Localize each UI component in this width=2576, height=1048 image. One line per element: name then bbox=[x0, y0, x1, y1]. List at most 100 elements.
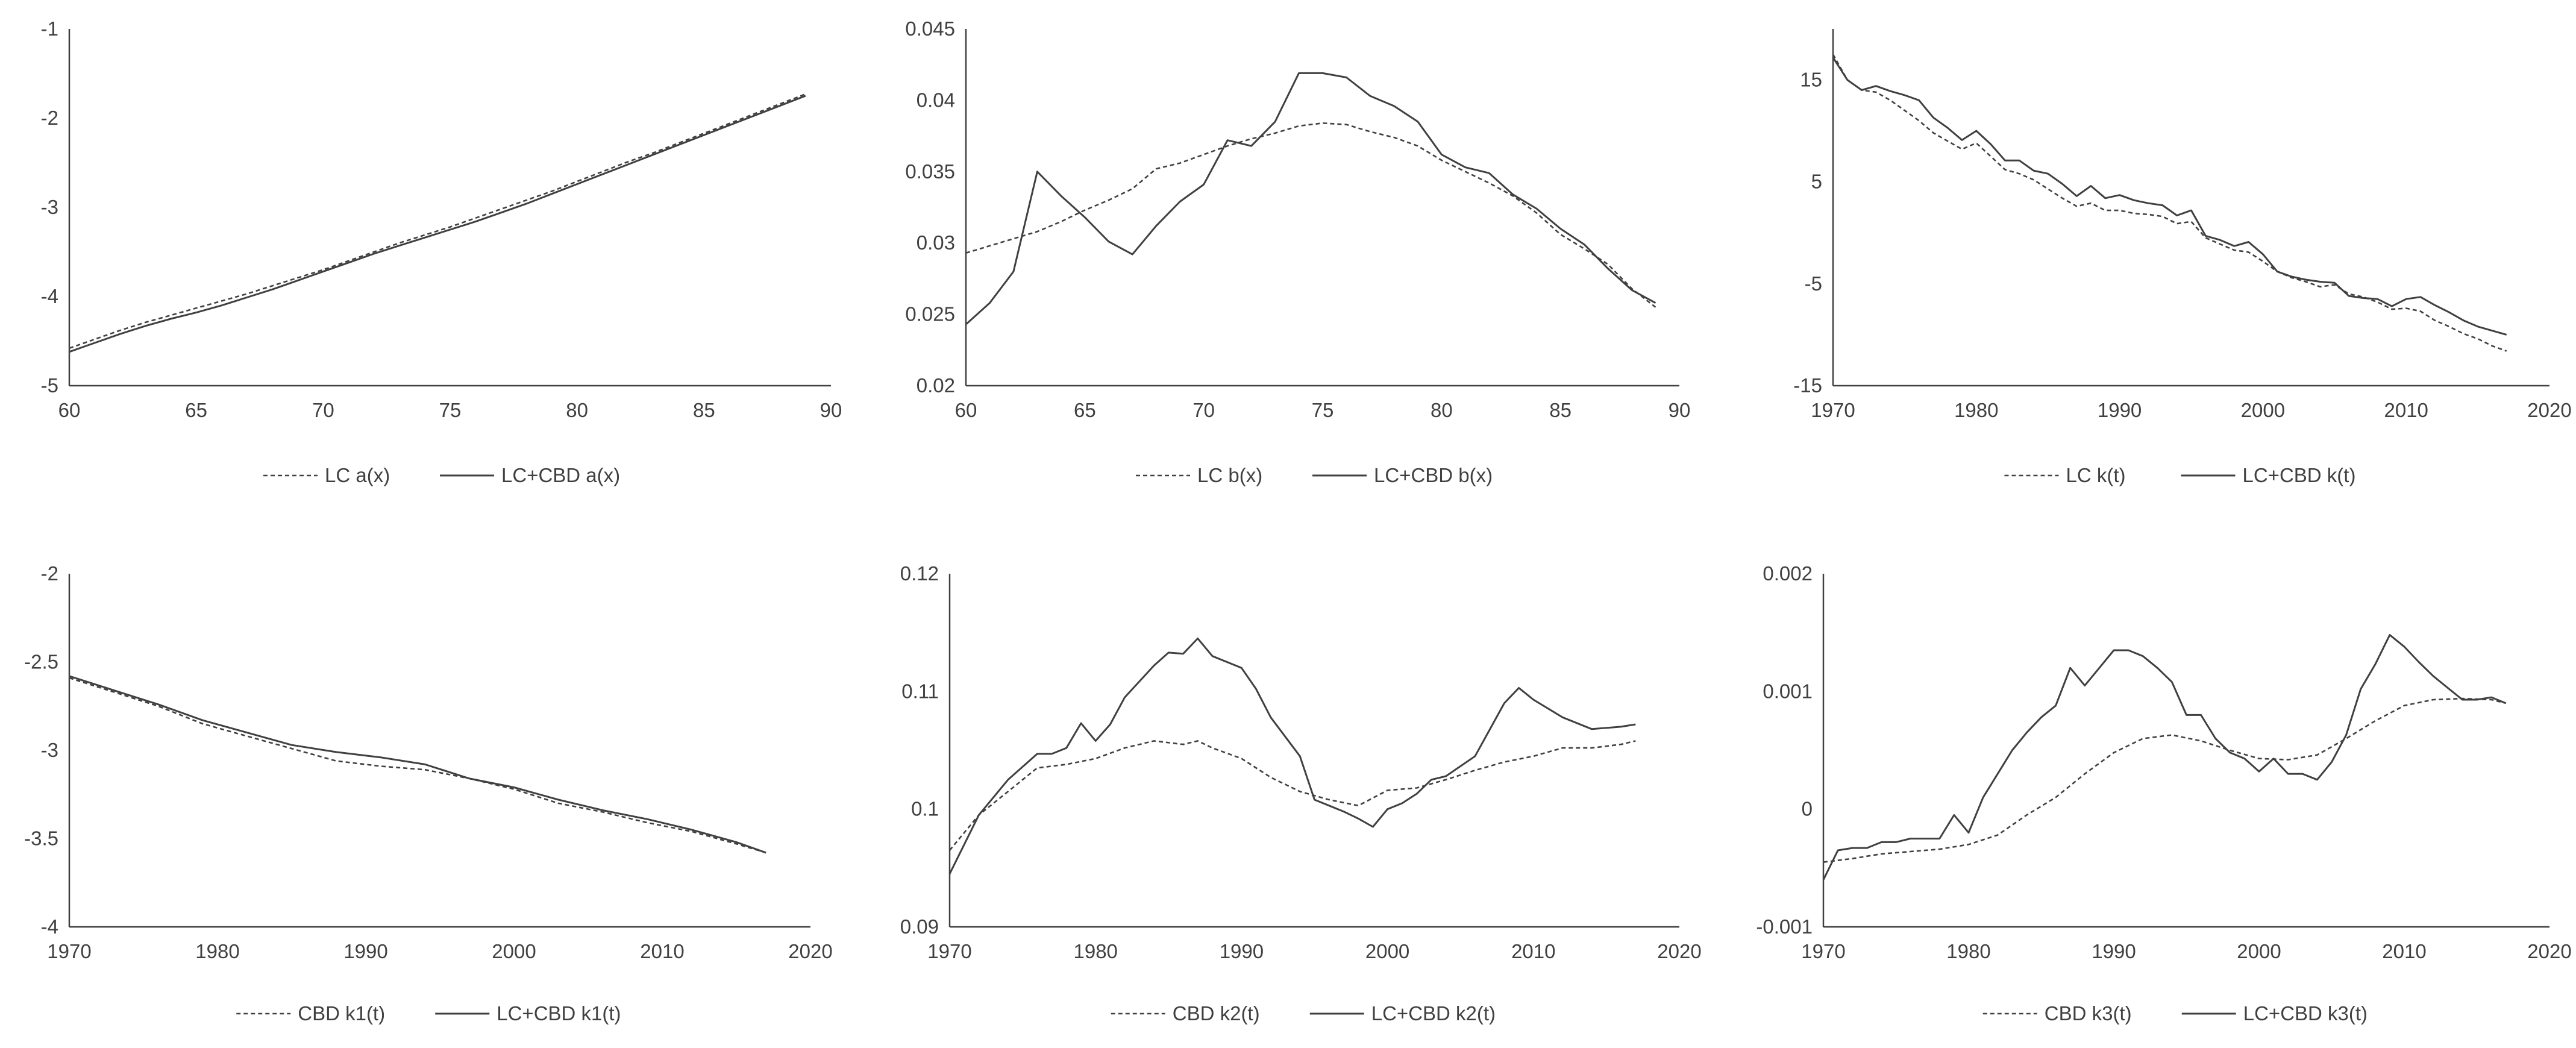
legend: CBD k3(t) LC+CBD k3(t) bbox=[1982, 1002, 2368, 1024]
x-tick-label: 75 bbox=[1312, 399, 1334, 421]
y-tick-label: -5 bbox=[41, 374, 58, 397]
x-tick-label: 70 bbox=[1192, 399, 1215, 421]
x-tick-label: 2000 bbox=[2237, 940, 2281, 962]
series-line-dashed bbox=[1832, 54, 2507, 352]
legend-label: LC+CBD a(x) bbox=[501, 464, 620, 486]
y-tick-label: 0.001 bbox=[1763, 680, 1813, 702]
y-tick-label: -3.5 bbox=[24, 827, 58, 850]
legend: LC b(x) LC+CBD b(x) bbox=[1136, 464, 1493, 486]
x-tick-label: 1970 bbox=[1801, 940, 1845, 962]
x-tick-label: 1970 bbox=[1811, 399, 1855, 421]
series-line-dashed bbox=[69, 677, 766, 854]
x-tick-label: 1970 bbox=[47, 940, 91, 962]
x-tick-label: 85 bbox=[1549, 399, 1572, 421]
y-tick-label: 0.04 bbox=[917, 89, 955, 111]
y-tick-label: 15 bbox=[1800, 69, 1822, 91]
series-line-solid bbox=[948, 637, 1636, 874]
y-tick-label: -4 bbox=[41, 285, 58, 307]
chart-panel-k2: 1970 1980 1990 2000 2010 2020 0.09 0.1 0.11 0.12 C… bbox=[900, 562, 1702, 1024]
y-tick-label: -2 bbox=[41, 562, 58, 585]
x-tick-label: 2010 bbox=[1511, 940, 1555, 962]
series-line-solid bbox=[69, 675, 766, 854]
y-tick-label: 0.11 bbox=[901, 680, 939, 702]
series-line-solid bbox=[1822, 634, 2507, 880]
x-tick-label: 1980 bbox=[1954, 399, 1998, 421]
series-line-solid bbox=[69, 95, 806, 353]
legend: LC a(x) LC+CBD a(x) bbox=[263, 464, 620, 486]
legend-label: LC+CBD k2(t) bbox=[1371, 1002, 1496, 1024]
x-tick-label: 2000 bbox=[492, 940, 536, 962]
x-tick-label: 70 bbox=[312, 399, 334, 421]
x-tick-label: 65 bbox=[185, 399, 207, 421]
x-tick-label: 2020 bbox=[2527, 940, 2571, 962]
x-tick-label: 90 bbox=[820, 399, 842, 421]
y-tick-label: 0.1 bbox=[911, 798, 939, 820]
series-line-dashed bbox=[69, 93, 806, 350]
y-tick-label: 0.03 bbox=[917, 231, 955, 254]
x-tick-label: 2010 bbox=[640, 940, 684, 962]
chart-panel-k1: 1970 1980 1990 2000 2010 2020 -4 -3.5 -3 -2.5 -2 CB… bbox=[24, 562, 833, 1024]
legend-label: LC a(x) bbox=[325, 464, 390, 486]
y-tick-label: -4 bbox=[41, 915, 58, 938]
legend-label: CBD k2(t) bbox=[1173, 1002, 1260, 1024]
y-tick-label: -3 bbox=[41, 196, 58, 218]
y-tick-label: 0.035 bbox=[905, 160, 955, 183]
y-tick-label: -1 bbox=[41, 17, 58, 40]
legend-label: CBD k3(t) bbox=[2045, 1002, 2132, 1024]
x-tick-label: 65 bbox=[1074, 399, 1096, 421]
y-tick-label: 0.002 bbox=[1763, 562, 1813, 585]
x-tick-label: 85 bbox=[693, 399, 715, 421]
x-tick-label: 80 bbox=[1431, 399, 1453, 421]
legend-label: LC b(x) bbox=[1197, 464, 1262, 486]
legend: CBD k1(t) LC+CBD k1(t) bbox=[236, 1002, 621, 1024]
x-tick-label: 60 bbox=[955, 399, 977, 421]
legend-label: LC+CBD k(t) bbox=[2243, 464, 2356, 486]
x-tick-label: 1990 bbox=[2098, 399, 2142, 421]
x-tick-label: 2010 bbox=[2382, 940, 2426, 962]
x-tick-label: 75 bbox=[439, 399, 462, 421]
series-line-dashed bbox=[948, 740, 1636, 851]
series-line-solid bbox=[1832, 57, 2507, 336]
legend: CBD k2(t) LC+CBD k2(t) bbox=[1111, 1002, 1496, 1024]
legend-label: LC+CBD b(x) bbox=[1374, 464, 1493, 486]
y-tick-label: -0.001 bbox=[1756, 915, 1813, 938]
x-tick-label: 90 bbox=[1669, 399, 1691, 421]
y-tick-label: 0.09 bbox=[900, 915, 939, 938]
x-tick-label: 1990 bbox=[2092, 940, 2136, 962]
x-tick-label: 2020 bbox=[1657, 940, 1701, 962]
chart-panel-bx: 60 65 70 75 80 85 90 0.02 0.025 0.03 0.035 0.04 0.04… bbox=[905, 17, 1690, 486]
x-tick-label: 1980 bbox=[1073, 940, 1117, 962]
y-tick-label: -2 bbox=[41, 107, 58, 129]
series-line-solid bbox=[965, 72, 1656, 325]
y-tick-label: 0 bbox=[1802, 798, 1813, 820]
y-tick-label: 5 bbox=[1811, 171, 1822, 193]
chart-panel-k3: 1970 1980 1990 2000 2010 2020 -0.001 0 0.001 0.00… bbox=[1756, 562, 2571, 1024]
series-line-dashed bbox=[965, 122, 1656, 308]
x-tick-label: 2020 bbox=[2527, 399, 2571, 421]
x-tick-label: 2000 bbox=[1365, 940, 1409, 962]
x-tick-label: 1970 bbox=[927, 940, 971, 962]
legend-label: LC+CBD k3(t) bbox=[2243, 1002, 2368, 1024]
legend-label: LC+CBD k1(t) bbox=[497, 1002, 621, 1024]
legend-label: CBD k1(t) bbox=[298, 1002, 385, 1024]
legend: LC k(t) LC+CBD k(t) bbox=[2004, 464, 2356, 486]
x-tick-label: 2010 bbox=[2384, 399, 2428, 421]
x-tick-label: 1990 bbox=[343, 940, 387, 962]
chart-panel-ax: 60 65 70 75 80 85 90 -5 -4 -3 -2 -1 LC a(x) LC+CBD a(… bbox=[41, 17, 842, 486]
legend-label: LC k(t) bbox=[2066, 464, 2126, 486]
y-tick-label: -5 bbox=[1805, 272, 1822, 295]
x-tick-label: 1980 bbox=[1946, 940, 1990, 962]
x-tick-label: 80 bbox=[566, 399, 588, 421]
x-tick-label: 1980 bbox=[195, 940, 239, 962]
y-tick-label: -3 bbox=[41, 739, 58, 761]
y-tick-label: 0.025 bbox=[905, 303, 955, 325]
y-tick-label: 0.12 bbox=[900, 562, 939, 585]
y-tick-label: -15 bbox=[1793, 374, 1822, 397]
y-tick-label: 0.045 bbox=[905, 17, 955, 40]
series-line-dashed bbox=[1823, 697, 2507, 863]
x-tick-label: 2020 bbox=[788, 940, 832, 962]
y-tick-label: 0.02 bbox=[917, 374, 955, 397]
y-tick-label: -2.5 bbox=[24, 651, 58, 673]
